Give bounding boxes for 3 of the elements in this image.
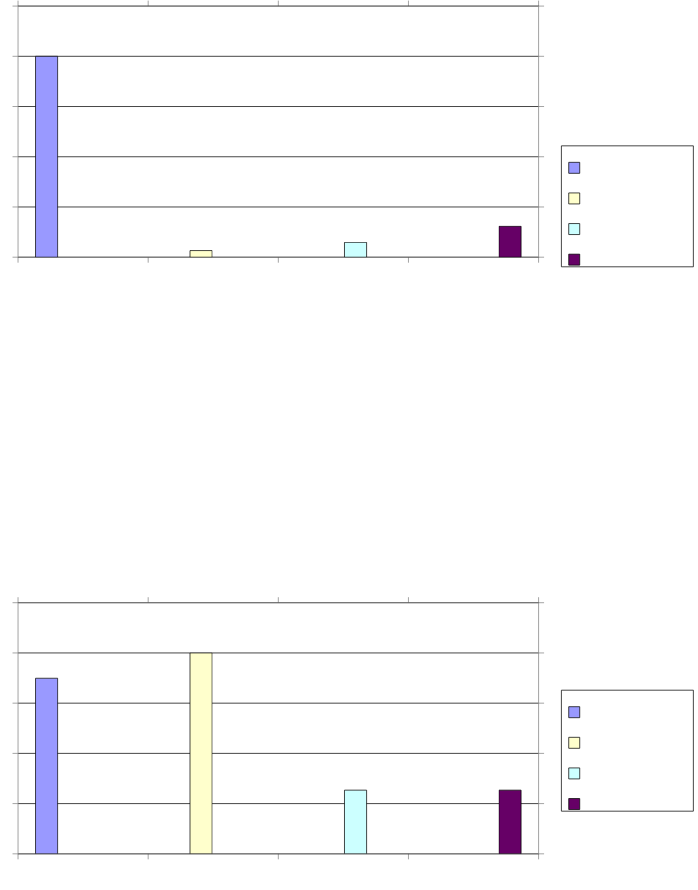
bar xyxy=(344,241,368,258)
bar xyxy=(499,225,522,258)
bar xyxy=(190,250,213,258)
